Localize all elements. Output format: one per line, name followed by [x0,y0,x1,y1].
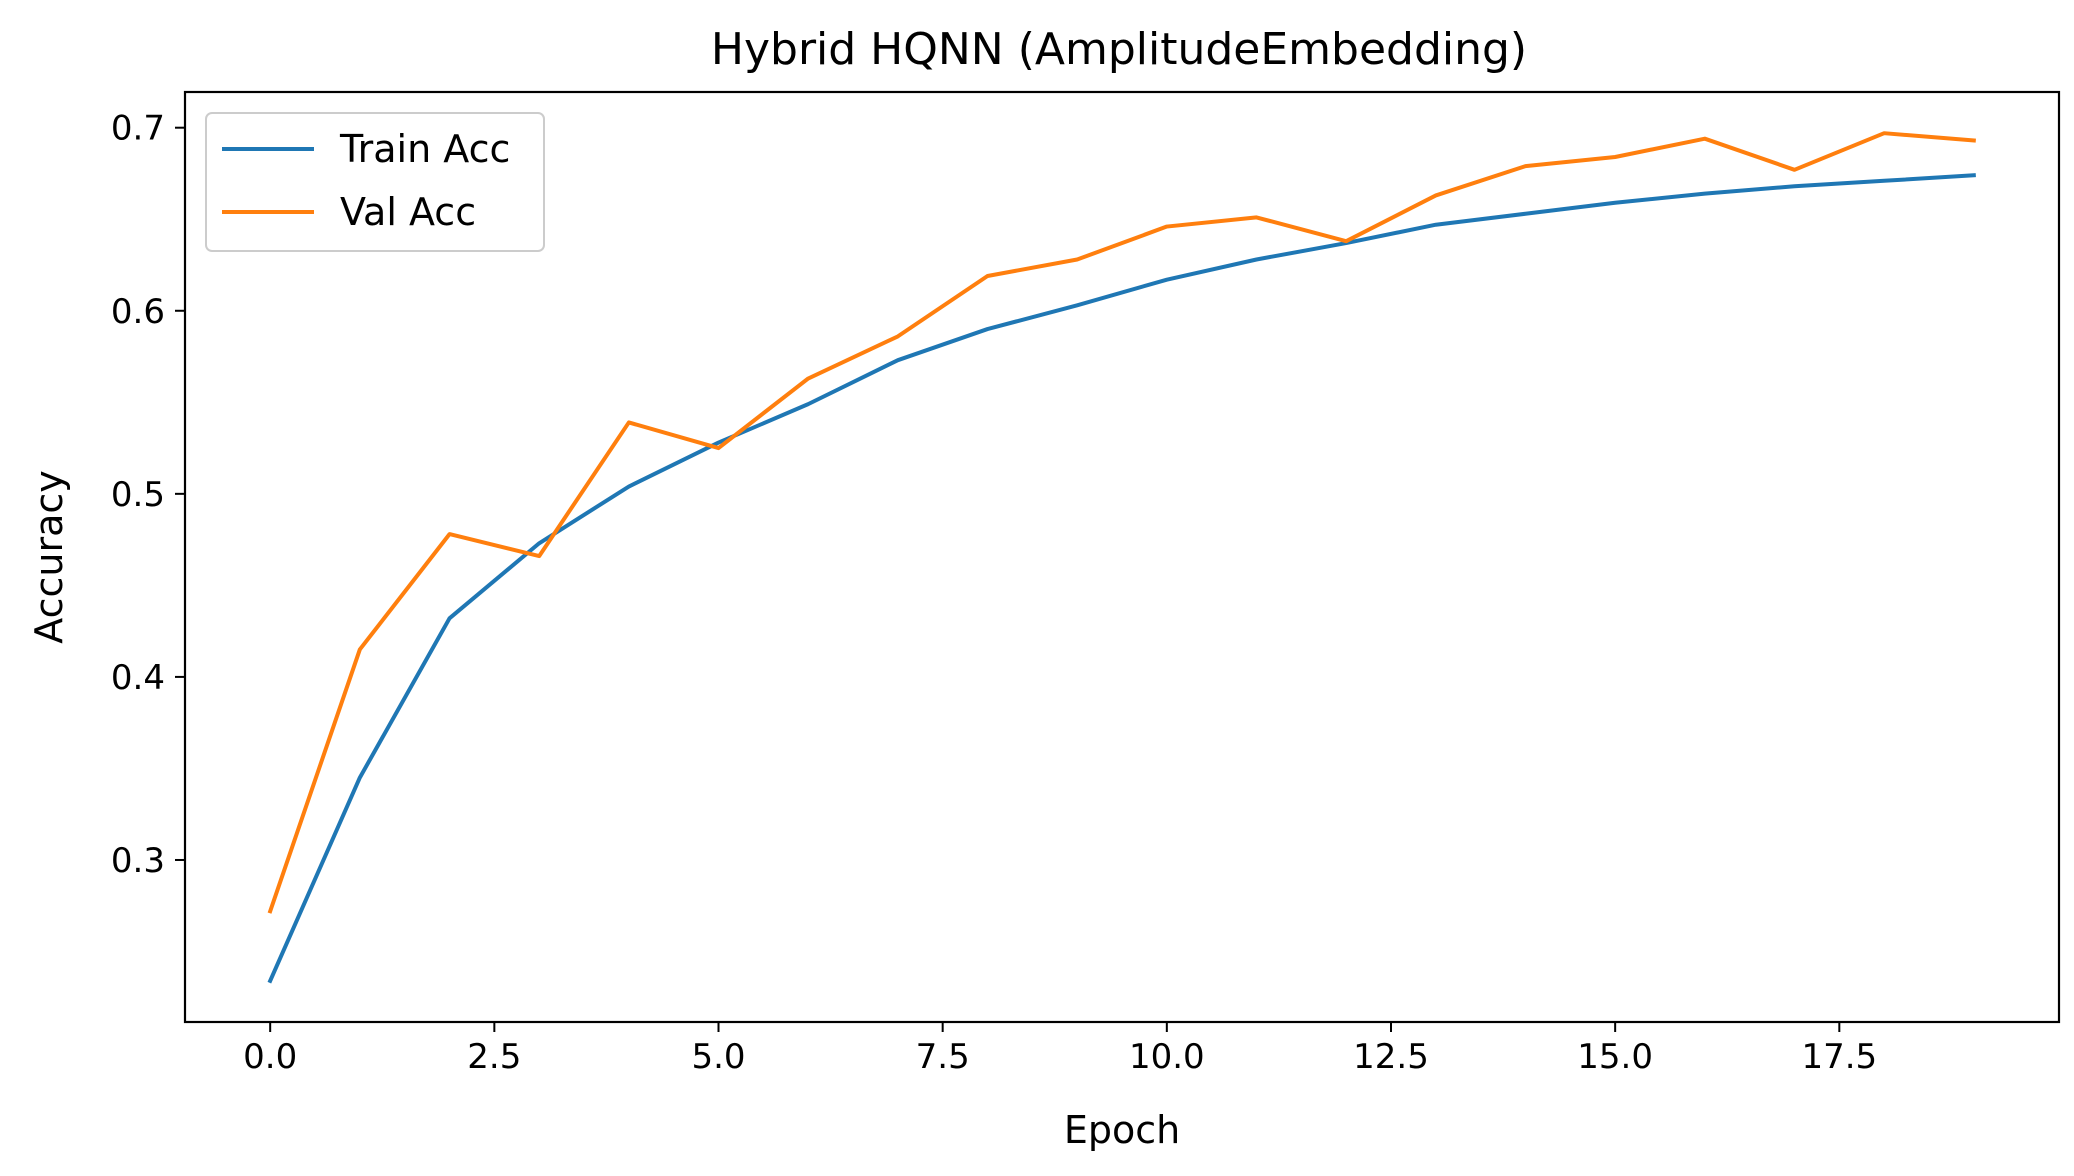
y-tick-label: 0.7 [111,109,165,149]
x-tick-label: 0.0 [243,1037,297,1077]
x-tick-label: 12.5 [1353,1037,1429,1077]
x-tick-label: 17.5 [1801,1037,1877,1077]
chart-title: Hybrid HQNN (AmplitudeEmbedding) [711,24,1527,75]
x-axis-label: Epoch [1064,1108,1180,1152]
y-axis: 0.3 0.4 0.5 0.6 0.7 [111,109,185,881]
y-tick-label: 0.3 [111,841,165,881]
plot-area: 0.0 2.5 5.0 7.5 10.0 12.5 15.0 17.5 0.30.40.50.… [111,90,2061,1077]
series-lines [267,131,1976,984]
plot-frame [183,90,2061,1024]
x-tick-label: 15.0 [1577,1037,1653,1077]
x-axis: 0.0 2.5 5.0 7.5 10.0 12.5 15.0 17.5 [243,1022,1877,1077]
y-tick-label: 0.5 [111,475,165,515]
y-tick-label: 0.4 [111,658,165,698]
legend-label-val-acc: Val Acc [340,190,476,234]
y-axis-label: Accuracy [27,470,71,644]
legend: Train Acc Val Acc [205,112,545,252]
series-line-val-acc [267,131,1976,914]
x-tick-label: 5.0 [691,1037,745,1077]
x-tick-label: 2.5 [467,1037,521,1077]
x-tick-label: 7.5 [916,1037,970,1077]
legend-label-train-acc: Train Acc [339,127,510,171]
y-tick-label: 0.6 [111,292,165,332]
x-tick-label: 10.0 [1129,1037,1205,1077]
